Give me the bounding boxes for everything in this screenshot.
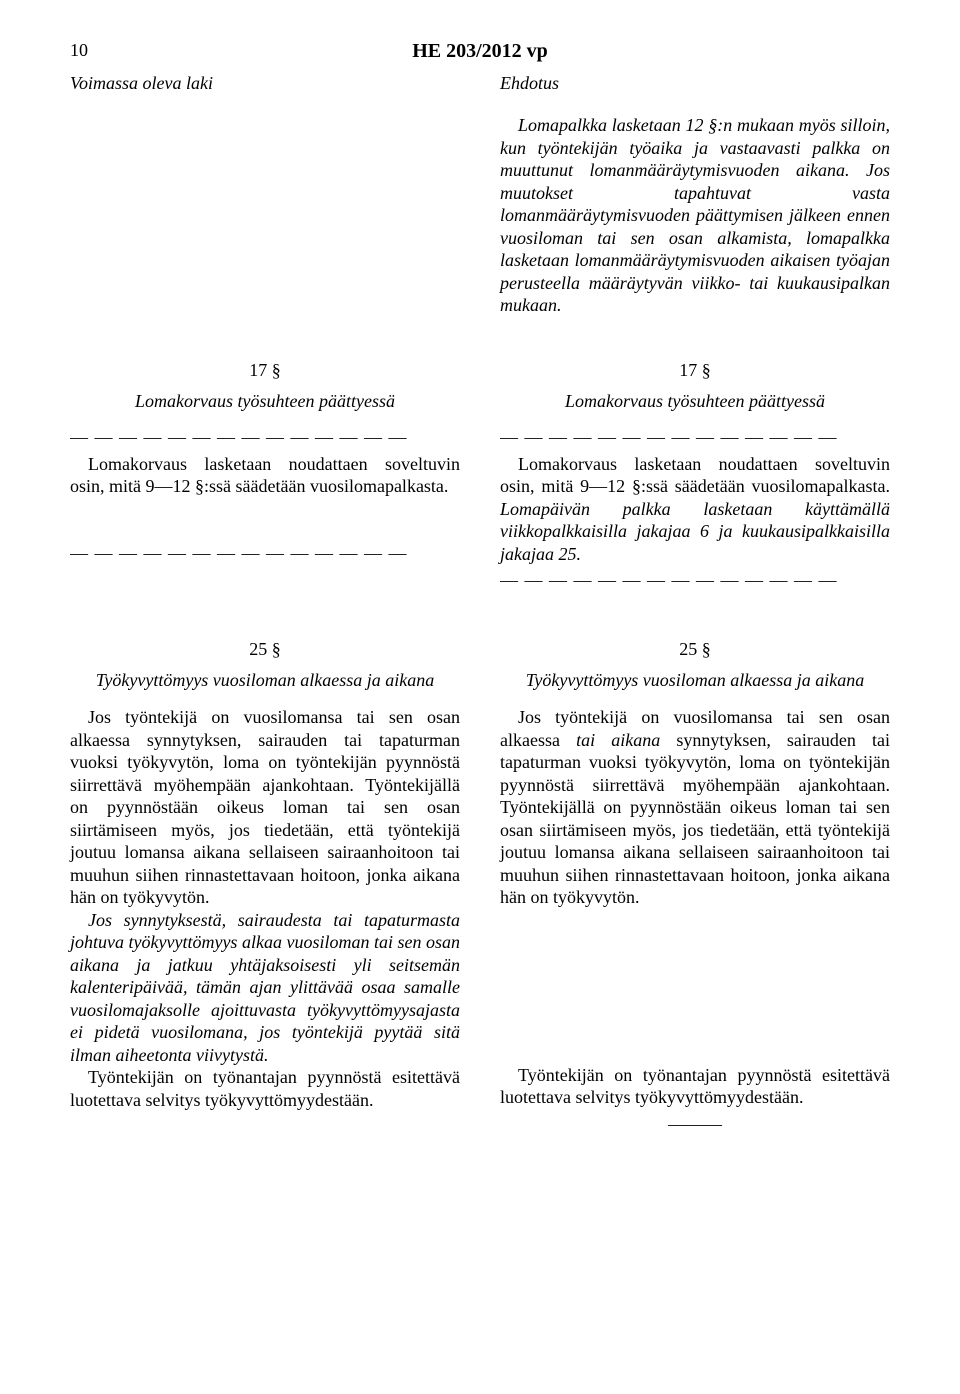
- top-right-paragraph: Lomapalkka lasketaan 12 §:n mukaan myös …: [500, 114, 890, 317]
- s17-left-spacer: [70, 498, 460, 538]
- s25-left-p3: Työntekijän on työnantajan pyynnöstä esi…: [70, 1066, 460, 1111]
- s17-dash-r1: — — — — — — — — — — — — — —: [500, 427, 890, 448]
- s17-right-italic: Lomapäivän palkka lasketaan käyttämällä …: [500, 499, 890, 564]
- s25-end-dash: ———: [500, 1114, 890, 1135]
- section-17: 17 § Lomakorvaus työsuhteen päättyessä —…: [70, 342, 890, 597]
- s17-title-right: Lomakorvaus työsuhteen päättyessä: [500, 391, 890, 412]
- s25-right-p1: Jos työntekijä on vuosilomansa tai sen o…: [500, 706, 890, 909]
- s25-left: 25 § Työkyvyttömyys vuosiloman alkaessa …: [70, 621, 480, 1135]
- section-25: 25 § Työkyvyttömyys vuosiloman alkaessa …: [70, 621, 890, 1135]
- s25-num-left: 25 §: [70, 639, 460, 660]
- page-number: 10: [70, 40, 130, 61]
- s25-left-p2: Jos synnytyksestä, sairaudesta tai tapat…: [70, 909, 460, 1067]
- s25-r-p1c: synnytyksen, sairauden tai tapaturman vu…: [500, 730, 890, 908]
- s17-dash-r2: — — — — — — — — — — — — — —: [500, 570, 890, 591]
- left-column-label: Voimassa oleva laki: [70, 73, 480, 94]
- column-labels: Voimassa oleva laki Ehdotus: [70, 73, 890, 94]
- s17-left: 17 § Lomakorvaus työsuhteen päättyessä —…: [70, 342, 480, 597]
- s17-right-para: Lomakorvaus lasketaan noudattaen soveltu…: [500, 453, 890, 566]
- s17-num-left: 17 §: [70, 360, 460, 381]
- s17-left-para: Lomakorvaus lasketaan noudattaen soveltu…: [70, 453, 460, 498]
- s25-r-p1b: tai aikana: [576, 730, 660, 750]
- s17-dash-l1: — — — — — — — — — — — — — —: [70, 427, 460, 448]
- s25-right-p3: Työntekijän on työnantajan pyynnöstä esi…: [500, 1064, 890, 1109]
- top-section: Lomapalkka lasketaan 12 §:n mukaan myös …: [70, 114, 890, 317]
- s25-right: 25 § Työkyvyttömyys vuosiloman alkaessa …: [480, 621, 890, 1135]
- top-right-column: Lomapalkka lasketaan 12 §:n mukaan myös …: [480, 114, 890, 317]
- s25-title-left: Työkyvyttömyys vuosiloman alkaessa ja ai…: [70, 670, 460, 691]
- s17-right: 17 § Lomakorvaus työsuhteen päättyessä —…: [480, 342, 890, 597]
- s17-dash-l2: — — — — — — — — — — — — — —: [70, 543, 460, 564]
- s25-left-p1: Jos työntekijä on vuosilomansa tai sen o…: [70, 706, 460, 909]
- s25-right-gap: [500, 909, 890, 1064]
- s17-num-right: 17 §: [500, 360, 890, 381]
- top-left-empty: [70, 114, 480, 317]
- s17-right-plain: Lomakorvaus lasketaan noudattaen soveltu…: [500, 454, 890, 497]
- s25-title-right: Työkyvyttömyys vuosiloman alkaessa ja ai…: [500, 670, 890, 691]
- s17-title-left: Lomakorvaus työsuhteen päättyessä: [70, 391, 460, 412]
- document-reference: HE 203/2012 vp: [130, 40, 830, 63]
- header-row: 10 HE 203/2012 vp: [70, 40, 890, 63]
- s25-num-right: 25 §: [500, 639, 890, 660]
- right-column-label: Ehdotus: [480, 73, 890, 94]
